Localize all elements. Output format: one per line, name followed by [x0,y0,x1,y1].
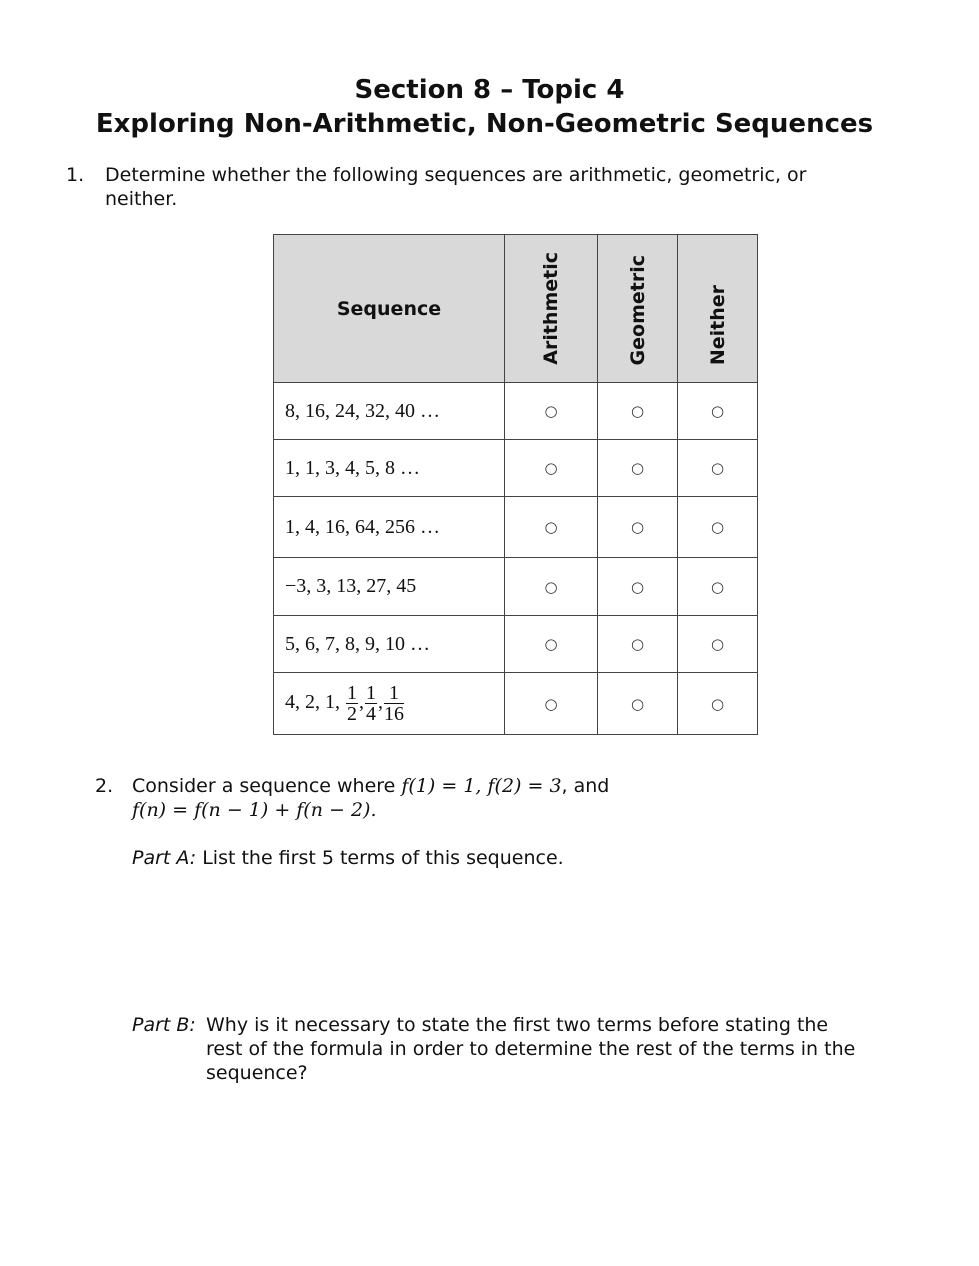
radio-geometric[interactable]: ○ [597,615,678,673]
page-subtitle: Exploring Non-Arithmetic, Non-Geometric … [95,109,874,139]
question-1-line-1: Determine whether the following sequence… [105,164,807,186]
header-arithmetic-label: Arithmetic [540,252,562,365]
radio-arithmetic[interactable]: ○ [504,439,598,497]
question-1-text: Determine whether the following sequence… [105,163,807,211]
question-1-number: 1. [66,164,85,186]
part-a-text: List the first 5 terms of this sequence. [202,847,564,869]
question-2-number: 2. [95,775,114,797]
initial-conditions-math: f(1) = 1, f(2) = 3 [401,775,562,797]
table-header-row: Sequence Arithmetic Geometric Neither [273,234,758,383]
table-row: −3, 3, 13, 27, 45 ○ ○ ○ [273,557,758,616]
sequence-cell: 4, 2, 1, 1 2, 1 4, 1 16 [273,672,505,735]
part-b-text: Why is it necessary to state the first t… [206,1013,855,1085]
radio-neither[interactable]: ○ [677,382,758,440]
header-geometric: Geometric [597,234,678,383]
part-b-label: Part B: [132,1013,196,1037]
part-b-line-2: rest of the formula in order to determin… [206,1038,856,1060]
part-b-line-1: Why is it necessary to state the first t… [206,1014,829,1036]
page-title: Section 8 – Topic 4 [354,75,625,105]
denominator: 2 [347,703,357,725]
recursive-formula-math: f(n) = f(n − 1) + f(n − 2). [132,799,377,821]
header-sequence: Sequence [273,234,505,383]
part-a: Part A: List the first 5 terms of this s… [132,846,564,870]
question-2-text-a: Consider a sequence where [132,775,402,797]
radio-neither[interactable]: ○ [677,496,758,558]
sequence-cell: −3, 3, 13, 27, 45 [273,557,505,616]
sequence-cell: 1, 4, 16, 64, 256 … [273,496,505,558]
sequence-prefix: 4, 2, 1, [285,691,345,714]
header-geometric-label: Geometric [626,254,649,365]
radio-geometric[interactable]: ○ [597,496,678,558]
radio-arithmetic[interactable]: ○ [504,382,598,440]
radio-arithmetic[interactable]: ○ [504,672,598,735]
header-neither-label: Neither [706,284,729,365]
numerator: 1 [365,682,377,704]
radio-geometric[interactable]: ○ [597,439,678,497]
table-row: 4, 2, 1, 1 2, 1 4, 1 16 ○ ○ ○ [273,672,758,735]
separator: , [378,691,383,714]
denominator: 16 [384,703,404,725]
header-arithmetic: Arithmetic [504,234,598,383]
denominator: 4 [366,703,376,725]
radio-geometric[interactable]: ○ [597,557,678,616]
radio-neither[interactable]: ○ [677,615,758,673]
radio-arithmetic[interactable]: ○ [504,615,598,673]
part-b-label-text: Part B: [132,1014,196,1036]
question-2-text: Consider a sequence where f(1) = 1, f(2)… [132,774,609,822]
table-row: 8, 16, 24, 32, 40 … ○ ○ ○ [273,382,758,440]
table-row: 1, 4, 16, 64, 256 … ○ ○ ○ [273,496,758,558]
fraction: 1 16 [384,683,404,724]
numerator: 1 [346,682,358,704]
radio-geometric[interactable]: ○ [597,672,678,735]
radio-neither[interactable]: ○ [677,672,758,735]
part-a-label: Part A: [132,847,197,869]
sequence-cell: 8, 16, 24, 32, 40 … [273,382,505,440]
radio-geometric[interactable]: ○ [597,382,678,440]
header-neither: Neither [677,234,758,383]
radio-arithmetic[interactable]: ○ [504,557,598,616]
table-row: 1, 1, 3, 4, 5, 8 … ○ ○ ○ [273,439,758,497]
question-1-line-2: neither. [105,188,178,210]
numerator: 1 [384,683,404,704]
radio-neither[interactable]: ○ [677,439,758,497]
radio-neither[interactable]: ○ [677,557,758,616]
radio-arithmetic[interactable]: ○ [504,496,598,558]
sequence-table: Sequence Arithmetic Geometric Neither 8,… [273,234,758,735]
question-2-text-b: , and [561,775,610,797]
table-row: 5, 6, 7, 8, 9, 10 … ○ ○ ○ [273,615,758,673]
separator: , [359,691,364,714]
sequence-cell: 5, 6, 7, 8, 9, 10 … [273,615,505,673]
sequence-cell: 1, 1, 3, 4, 5, 8 … [273,439,505,497]
part-b-line-3: sequence? [206,1062,308,1084]
